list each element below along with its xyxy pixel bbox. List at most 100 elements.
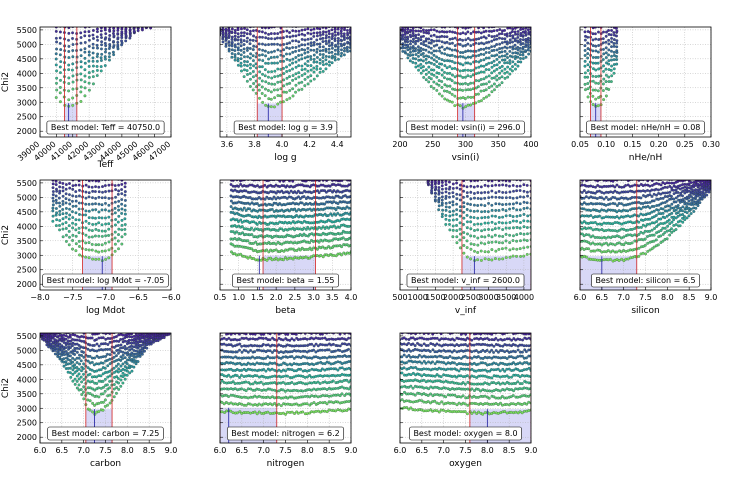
data-point (679, 207, 682, 210)
data-point (485, 68, 488, 71)
data-point (270, 105, 273, 108)
data-point (91, 196, 94, 199)
data-point (475, 38, 478, 41)
data-point (316, 68, 319, 71)
data-point (412, 57, 415, 60)
data-point (63, 365, 66, 368)
data-point (331, 55, 334, 58)
data-point (498, 43, 501, 46)
data-point (52, 190, 55, 193)
data-point (433, 81, 436, 84)
data-point (314, 172, 317, 175)
data-point (285, 46, 288, 49)
data-point (431, 173, 434, 176)
data-point (508, 208, 511, 211)
data-point (124, 40, 127, 43)
data-point (487, 234, 490, 237)
data-point (441, 192, 444, 195)
data-point (605, 51, 608, 54)
data-point (78, 208, 81, 211)
data-point (298, 33, 301, 36)
data-point (461, 83, 464, 86)
data-point (516, 24, 519, 27)
data-point (592, 32, 595, 35)
data-point (646, 223, 649, 226)
data-point (485, 63, 488, 66)
data-point (422, 60, 425, 63)
data-point (651, 173, 654, 176)
data-point (467, 69, 470, 72)
data-point (441, 46, 444, 49)
data-point (304, 57, 307, 60)
data-point (459, 104, 462, 107)
data-point (322, 26, 325, 29)
data-point (55, 183, 58, 186)
data-point (459, 205, 462, 208)
data-point (585, 256, 588, 259)
data-point (96, 36, 99, 39)
data-point (454, 55, 457, 58)
data-point (237, 39, 240, 42)
data-point (451, 20, 454, 23)
data-point (243, 27, 246, 30)
data-point (92, 70, 95, 73)
data-point (338, 172, 341, 175)
data-point (631, 234, 634, 237)
data-point (445, 206, 448, 209)
data-point (269, 242, 272, 245)
data-point (473, 210, 476, 213)
data-point (69, 334, 72, 337)
data-point (301, 58, 304, 61)
data-point (409, 60, 412, 63)
data-point (446, 85, 449, 88)
data-point (682, 205, 685, 208)
data-point (96, 24, 99, 27)
data-point (59, 48, 62, 51)
data-point (114, 184, 117, 187)
data-point (613, 172, 616, 175)
data-point (491, 173, 494, 176)
data-point (310, 29, 313, 32)
data-point (433, 54, 436, 57)
data-point (456, 20, 459, 23)
data-point (483, 65, 486, 68)
data-point (129, 28, 132, 31)
data-point (480, 19, 483, 22)
data-point (298, 76, 301, 79)
data-point (459, 199, 462, 202)
data-point (463, 236, 466, 239)
data-point (487, 258, 490, 261)
data-point (434, 198, 437, 201)
data-point (108, 59, 111, 62)
data-point (480, 235, 483, 238)
data-point (104, 234, 107, 237)
data-point (117, 193, 120, 196)
data-point (104, 42, 107, 45)
data-point (668, 182, 671, 185)
data-point (62, 174, 65, 177)
data-point (592, 185, 595, 188)
data-point (240, 44, 243, 47)
data-point (454, 88, 457, 91)
data-point (459, 239, 462, 242)
data-point (407, 48, 410, 51)
data-point (55, 199, 58, 202)
data-point (610, 20, 613, 23)
data-point (98, 216, 101, 219)
data-point (427, 32, 430, 35)
data-point (584, 44, 587, 47)
data-point (441, 95, 444, 98)
data-point (406, 31, 409, 34)
data-point (522, 46, 525, 49)
data-point (240, 31, 243, 34)
data-point (124, 185, 127, 188)
data-point (282, 100, 285, 103)
data-point (506, 32, 509, 35)
data-point (337, 45, 340, 48)
data-point (596, 190, 599, 193)
data-point (336, 212, 339, 215)
y-tick-label: 5000 (17, 193, 37, 202)
data-point (68, 182, 71, 185)
data-point (261, 36, 264, 39)
data-point (240, 54, 243, 57)
